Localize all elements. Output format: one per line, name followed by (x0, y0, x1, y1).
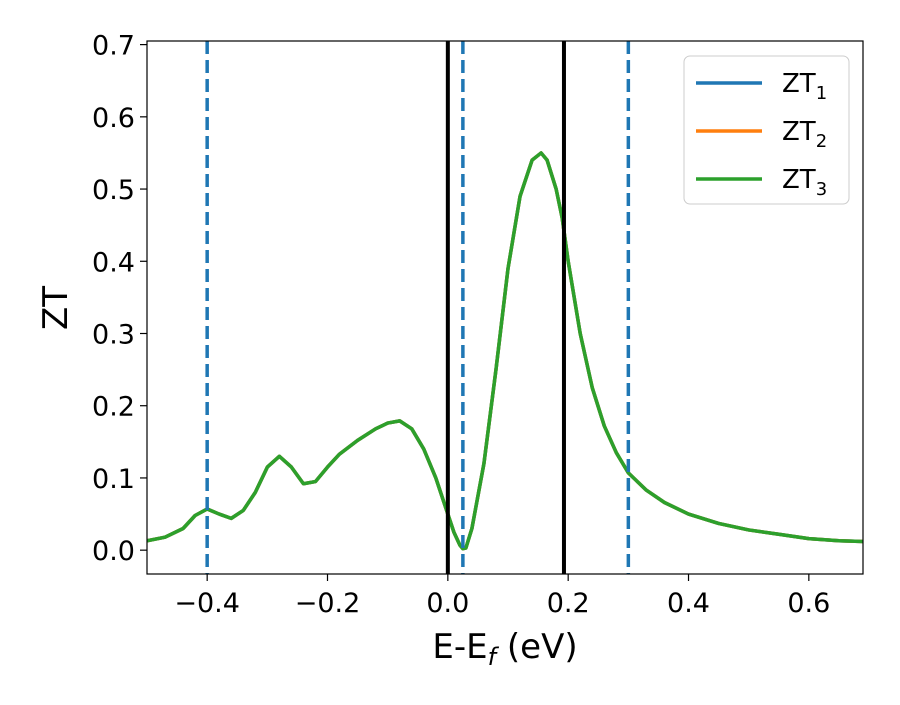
legend-label-subscript: 3 (816, 179, 827, 200)
series-line-1 (147, 151, 863, 551)
x-axis-title-main: E-E (432, 627, 487, 667)
legend-label-main: ZT (782, 117, 816, 147)
x-axis-title: E-Ef (eV) (432, 627, 577, 671)
y-tick-label: 0.1 (92, 464, 135, 495)
x-tick-label: 0.0 (426, 588, 469, 619)
legend-label-1: ZT1 (782, 69, 827, 104)
y-tick-label: 0.5 (92, 175, 135, 206)
x-tick-label: 0.4 (667, 588, 710, 619)
y-tick-label: 0.6 (92, 103, 135, 134)
y-tick-label: 0.3 (92, 320, 135, 351)
y-tick-label: 0.0 (92, 536, 135, 567)
legend-label-subscript: 1 (816, 83, 827, 104)
plot-area (147, 41, 863, 574)
legend-label-2: ZT2 (782, 117, 827, 152)
legend-label-main: ZT (782, 165, 816, 195)
plot-frame (146, 40, 864, 575)
legend-label-3: ZT3 (782, 165, 827, 200)
legend-box (683, 55, 850, 205)
x-tick-label: 0.6 (787, 588, 830, 619)
y-tick-label: 0.7 (92, 31, 135, 62)
x-tick-label: 0.2 (547, 588, 590, 619)
x-axis: −0.4 −0.2 0.0 0.2 0.4 0.6 (174, 574, 830, 619)
x-axis-title-unit: (eV) (496, 627, 578, 667)
y-axis: 0.0 0.1 0.2 0.3 0.4 0.5 0.6 0.7 (92, 31, 147, 567)
y-axis-title: ZT (36, 286, 76, 330)
legend-label-main: ZT (782, 69, 816, 99)
x-tick-label: −0.2 (295, 588, 361, 619)
series-line-2 (147, 151, 863, 551)
legend-label-subscript: 2 (816, 131, 827, 152)
x-tick-label: −0.4 (174, 588, 240, 619)
series-line-3 (147, 151, 863, 551)
y-tick-label: 0.4 (92, 247, 135, 278)
y-tick-label: 0.2 (92, 392, 135, 423)
